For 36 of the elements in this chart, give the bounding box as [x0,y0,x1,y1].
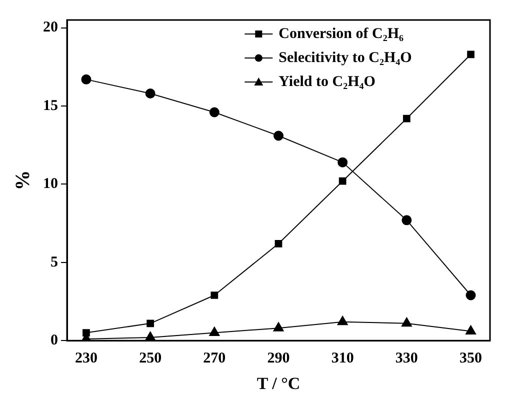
x-tick-label: 270 [203,350,226,366]
y-tick-label: 0 [50,332,58,348]
point [209,107,220,118]
point [82,329,90,336]
point [403,114,410,122]
legend-label: Yield to C₂H₄O [278,74,376,90]
y-tick-label: 15 [43,98,58,114]
y-axis-title: % [12,170,34,190]
point [466,290,476,300]
x-tick-label: 310 [331,350,354,366]
point [467,50,474,58]
point [338,157,348,168]
y-tick-label: 10 [43,176,58,192]
point [401,317,412,327]
x-axis-title: T / °C [256,374,300,394]
point [209,326,220,336]
point [466,325,476,334]
legend-label: Conversion of C₂H₆ [278,26,404,42]
legend-label: Selecitivity to C₂H₄O [278,50,412,66]
point [81,74,92,84]
point [274,130,284,141]
point [274,240,282,248]
point [146,320,154,328]
x-tick-label: 290 [267,350,290,366]
point [273,322,284,332]
y-tick-label: 5 [50,254,58,270]
x-tick-label: 350 [460,350,482,366]
point [338,177,346,185]
x-tick-label: 230 [74,350,98,366]
point [402,215,412,226]
point [145,88,156,99]
y-tick-label: 20 [43,20,58,36]
point [210,292,218,299]
point [337,316,348,326]
x-tick-label: 250 [139,350,162,366]
x-tick-label: 330 [395,350,418,366]
